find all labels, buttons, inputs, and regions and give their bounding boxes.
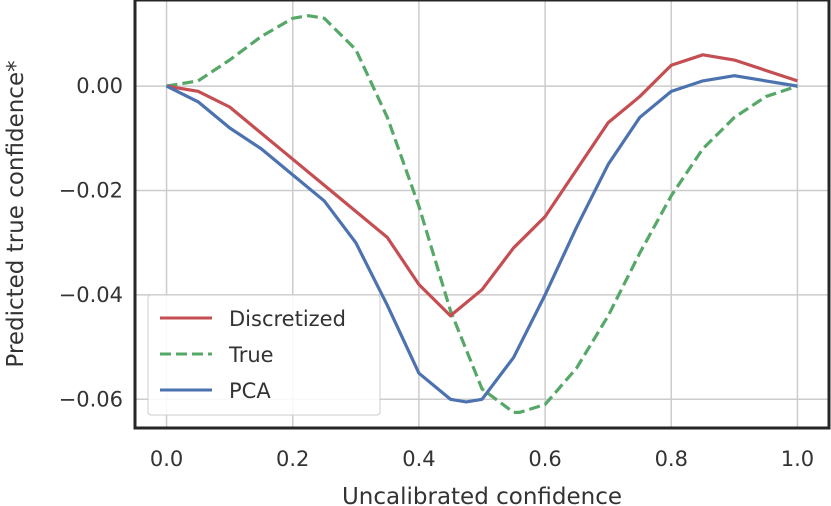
x-tick-label: 0.0 [150, 447, 183, 471]
grid [135, 0, 829, 428]
series-line-discretized [166, 53, 798, 318]
legend-label-true: True [228, 343, 274, 367]
x-tick-label: 1.0 [781, 447, 814, 471]
legend-label-discretized: Discretized [229, 307, 346, 331]
x-tick-label: 0.4 [402, 447, 435, 471]
plot-frame [133, 0, 831, 430]
legend: Discretized True PCA [147, 294, 381, 416]
series-line-pca [165, 74, 798, 404]
y-tick-label: −0.06 [59, 387, 123, 411]
y-tick-label: 0.00 [76, 74, 123, 98]
x-tick-label: 0.8 [655, 447, 688, 471]
x-axis-label: Uncalibrated confidence [342, 484, 622, 506]
series-layer [165, 14, 798, 414]
x-tick-label: 0.2 [276, 447, 309, 471]
x-tick-label: 0.6 [528, 447, 561, 471]
legend-box [147, 294, 381, 416]
series-line-true [166, 14, 798, 414]
legend-label-pca: PCA [229, 379, 271, 403]
y-axis-label: Predicted true confidence* [3, 60, 29, 367]
y-tick-label: −0.02 [59, 179, 123, 203]
y-tick-label: −0.04 [59, 283, 123, 307]
tick-labels: 0.0 0.2 0.4 0.6 0.8 1.0 0.00 −0.02 −0.04 −0.06 [59, 74, 815, 471]
